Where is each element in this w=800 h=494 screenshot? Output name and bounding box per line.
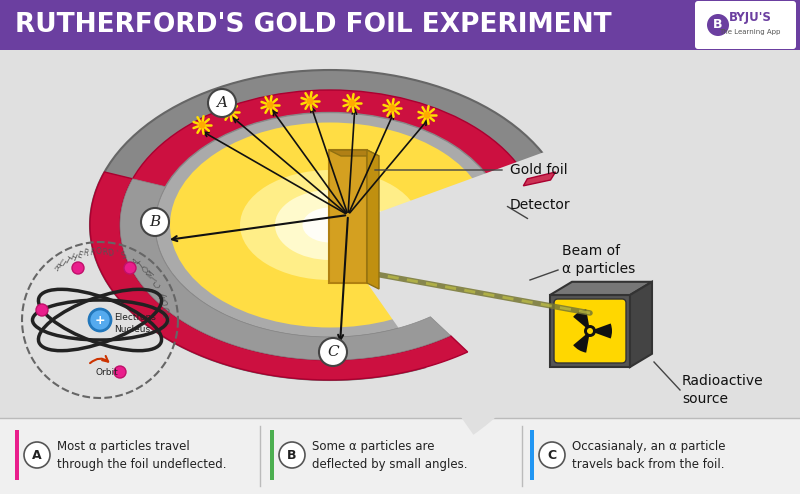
- Polygon shape: [329, 150, 367, 283]
- Text: Some α particles are
deflected by small angles.: Some α particles are deflected by small …: [312, 440, 467, 470]
- Circle shape: [279, 442, 305, 468]
- Text: L: L: [163, 320, 173, 325]
- Circle shape: [349, 99, 355, 107]
- Text: C: C: [547, 449, 557, 461]
- Ellipse shape: [275, 190, 385, 260]
- Ellipse shape: [240, 170, 420, 280]
- Circle shape: [198, 122, 206, 128]
- FancyBboxPatch shape: [0, 0, 490, 50]
- Text: Radioactive
source: Radioactive source: [682, 374, 764, 406]
- Text: O: O: [95, 247, 102, 256]
- Text: O: O: [141, 265, 151, 275]
- Circle shape: [89, 309, 111, 331]
- Text: A: A: [217, 96, 227, 110]
- Text: B: B: [287, 449, 297, 461]
- Circle shape: [141, 208, 169, 236]
- Text: F: F: [89, 248, 94, 257]
- Text: E: E: [163, 313, 173, 319]
- Circle shape: [319, 338, 347, 366]
- Text: M: M: [158, 292, 170, 301]
- Text: A: A: [131, 257, 140, 267]
- Polygon shape: [550, 295, 630, 367]
- Circle shape: [24, 442, 50, 468]
- Text: Most α particles travel
through the foil undeflected.: Most α particles travel through the foil…: [57, 440, 226, 470]
- Circle shape: [306, 97, 314, 105]
- Circle shape: [707, 14, 729, 36]
- Text: Beam of
α particles: Beam of α particles: [562, 244, 635, 276]
- Text: B: B: [714, 18, 722, 32]
- Text: D: D: [107, 248, 115, 258]
- Text: Occasianaly, an α particle
travels back from the foil.: Occasianaly, an α particle travels back …: [572, 440, 726, 470]
- Text: A: A: [32, 449, 42, 461]
- Wedge shape: [590, 324, 612, 338]
- Text: E: E: [75, 250, 82, 260]
- Text: O: O: [161, 299, 171, 307]
- Bar: [270, 430, 274, 480]
- Text: S: S: [120, 251, 128, 261]
- Circle shape: [389, 105, 395, 112]
- Text: Nucleus: Nucleus: [114, 325, 150, 333]
- Wedge shape: [573, 331, 590, 353]
- Polygon shape: [90, 172, 468, 380]
- Text: R: R: [51, 263, 62, 273]
- Bar: [0, 418, 800, 494]
- Text: R: R: [102, 247, 108, 257]
- Polygon shape: [550, 282, 652, 295]
- Polygon shape: [523, 172, 555, 186]
- Circle shape: [72, 262, 84, 274]
- Bar: [0, 0, 800, 50]
- Text: BYJU'S: BYJU'S: [729, 11, 771, 25]
- Text: Detector: Detector: [510, 198, 570, 212]
- Ellipse shape: [120, 90, 540, 360]
- Circle shape: [226, 109, 234, 116]
- Bar: [15, 430, 19, 480]
- Ellipse shape: [302, 207, 358, 243]
- Text: H: H: [69, 252, 78, 263]
- Polygon shape: [329, 150, 379, 156]
- Circle shape: [266, 101, 274, 109]
- Ellipse shape: [155, 113, 505, 337]
- FancyBboxPatch shape: [695, 1, 796, 49]
- Polygon shape: [630, 282, 652, 367]
- Text: U: U: [57, 259, 66, 269]
- Text: I: I: [150, 276, 159, 283]
- Bar: [0, 0, 800, 48]
- Circle shape: [124, 262, 136, 274]
- Text: Orbit: Orbit: [95, 368, 118, 376]
- Wedge shape: [330, 144, 580, 435]
- Bar: [530, 430, 534, 480]
- FancyBboxPatch shape: [554, 299, 626, 363]
- Text: RUTHERFORD'S GOLD FOIL EXPERIMENT: RUTHERFORD'S GOLD FOIL EXPERIMENT: [15, 12, 612, 38]
- Circle shape: [423, 112, 430, 119]
- Text: Gold foil: Gold foil: [510, 163, 568, 177]
- Ellipse shape: [90, 70, 570, 380]
- Circle shape: [587, 328, 593, 334]
- Circle shape: [539, 442, 565, 468]
- Text: ': ': [115, 249, 120, 259]
- Circle shape: [36, 304, 48, 316]
- Text: T: T: [63, 255, 71, 266]
- Ellipse shape: [170, 123, 490, 328]
- Circle shape: [584, 325, 596, 337]
- Polygon shape: [120, 179, 450, 360]
- Text: Electrons: Electrons: [114, 313, 156, 322]
- Circle shape: [114, 366, 126, 378]
- Circle shape: [208, 89, 236, 117]
- Text: M: M: [145, 269, 156, 280]
- Polygon shape: [367, 150, 379, 289]
- Wedge shape: [573, 309, 590, 331]
- Text: The Learning App: The Learning App: [719, 29, 781, 35]
- Text: D: D: [162, 306, 172, 313]
- Text: C: C: [327, 345, 339, 359]
- Text: T: T: [136, 261, 146, 271]
- Text: +: +: [94, 314, 106, 327]
- Text: B: B: [150, 215, 161, 229]
- Text: C: C: [153, 281, 163, 289]
- Text: R: R: [82, 248, 89, 258]
